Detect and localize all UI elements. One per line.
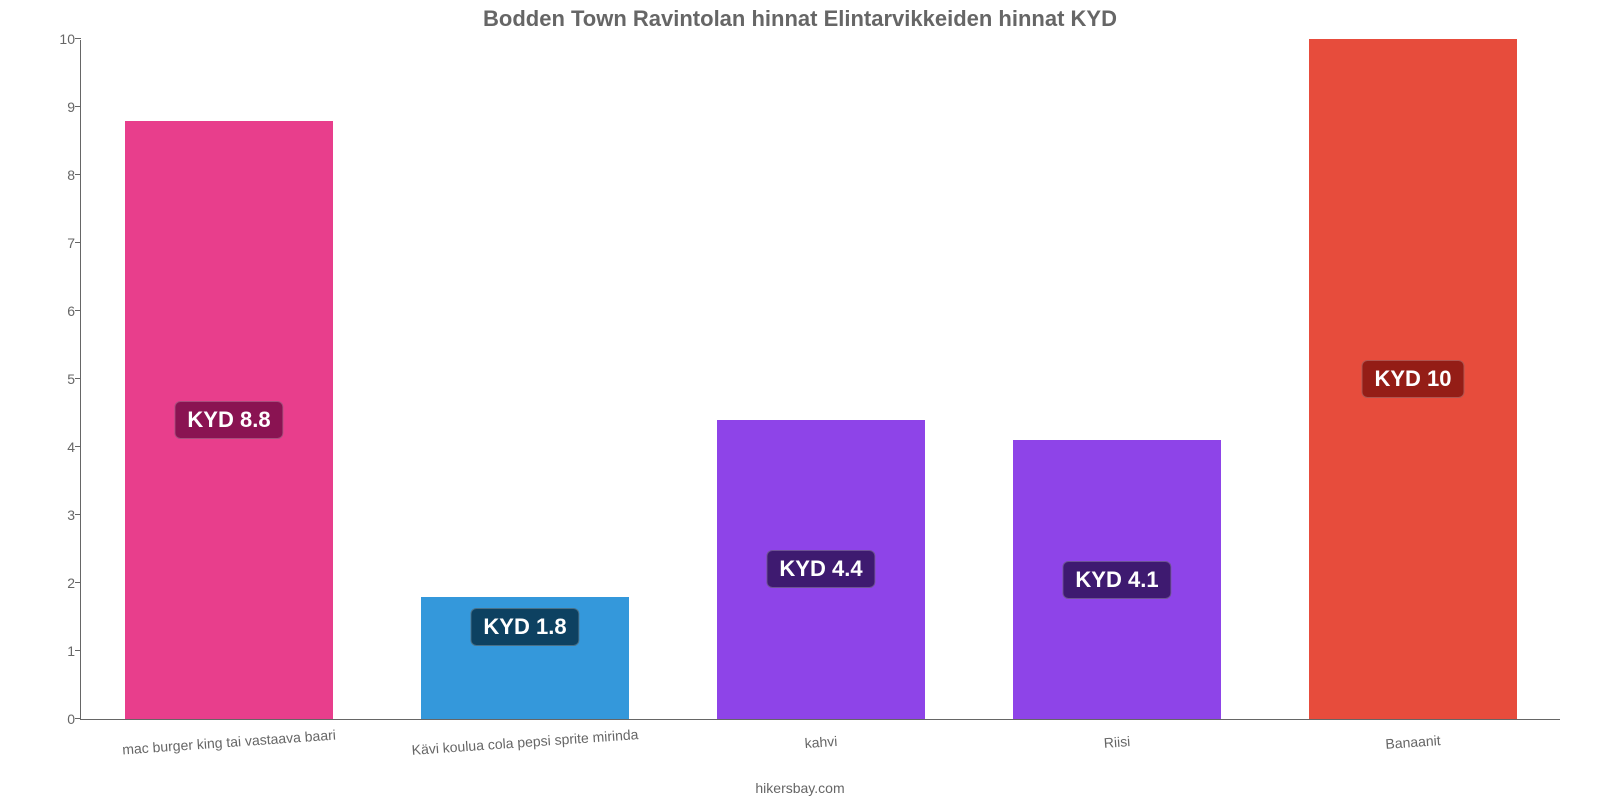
y-tick-label: 8 <box>41 167 75 183</box>
chart-container: Bodden Town Ravintolan hinnat Elintarvik… <box>0 0 1600 800</box>
y-tick-label: 2 <box>41 575 75 591</box>
y-tick-label: 9 <box>41 99 75 115</box>
y-tick-label: 0 <box>41 711 75 727</box>
value-label: KYD 4.1 <box>1062 561 1171 599</box>
y-tick-label: 7 <box>41 235 75 251</box>
value-label: KYD 4.4 <box>766 550 875 588</box>
y-tick-mark <box>75 106 81 107</box>
x-tick-label: kahvi <box>804 733 838 751</box>
x-tick-label: Riisi <box>1103 733 1131 751</box>
y-tick-label: 4 <box>41 439 75 455</box>
y-tick-mark <box>75 718 81 719</box>
y-tick-mark <box>75 514 81 515</box>
plot-area: 012345678910KYD 8.8mac burger king tai v… <box>80 40 1560 720</box>
y-tick-label: 10 <box>41 31 75 47</box>
y-tick-mark <box>75 174 81 175</box>
y-tick-mark <box>75 378 81 379</box>
y-tick-label: 5 <box>41 371 75 387</box>
chart-title: Bodden Town Ravintolan hinnat Elintarvik… <box>0 6 1600 32</box>
x-tick-label: Banaanit <box>1385 732 1441 752</box>
attribution-text: hikersbay.com <box>0 780 1600 796</box>
x-tick-label: mac burger king tai vastaava baari <box>122 727 337 758</box>
y-tick-label: 1 <box>41 643 75 659</box>
value-label: KYD 10 <box>1361 360 1464 398</box>
y-tick-mark <box>75 242 81 243</box>
y-tick-label: 6 <box>41 303 75 319</box>
value-label: KYD 8.8 <box>174 401 283 439</box>
value-label: KYD 1.8 <box>470 608 579 646</box>
y-tick-mark <box>75 310 81 311</box>
y-tick-mark <box>75 582 81 583</box>
x-tick-label: Kävi koulua cola pepsi sprite mirinda <box>411 726 639 758</box>
y-tick-mark <box>75 38 81 39</box>
y-tick-mark <box>75 446 81 447</box>
y-tick-mark <box>75 650 81 651</box>
y-tick-label: 3 <box>41 507 75 523</box>
